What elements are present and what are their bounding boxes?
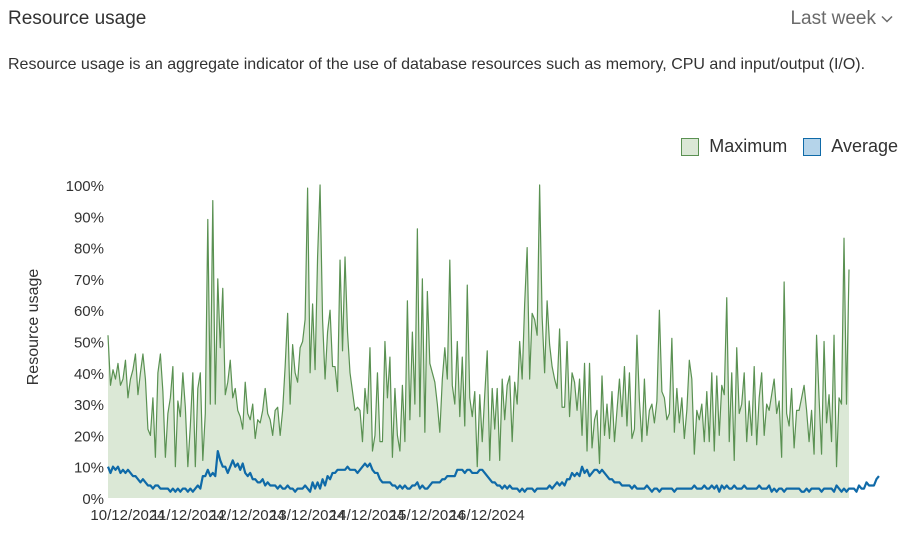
legend-label-average: Average [831,136,898,156]
y-tick-label: 0% [82,491,104,508]
legend-item-maximum[interactable]: Maximum [681,136,787,157]
time-range-dropdown[interactable]: Last week [790,8,894,30]
y-tick-label: 50% [74,335,104,352]
x-tick-label: 10/12/2024 [90,507,165,524]
y-tick-label: 70% [74,272,104,289]
y-axis-label: Resource usage [25,269,42,386]
y-tick-label: 80% [74,241,104,258]
chevron-down-icon [881,15,893,23]
resource-usage-chart: Resource usage 0% 10% 20% 30% 40% 50% 60% 70% 80… [25,178,880,524]
average-swatch [803,137,822,156]
y-tick-label: 100% [66,178,104,195]
maximum-swatch [681,137,700,156]
panel-title: Resource usage [8,8,147,29]
time-range-label: Last week [790,8,876,29]
x-tick-label: 16/12/2024 [450,507,525,524]
legend-label-maximum: Maximum [709,136,788,156]
x-axis-ticks: 10/12/202411/12/202412/12/202413/12/2024… [90,507,524,524]
y-tick-label: 10% [74,460,104,477]
x-tick-label: 12/12/2024 [210,507,285,524]
plot-area [106,184,880,498]
y-axis-title: Resource usage [25,269,42,386]
y-tick-label: 60% [74,303,104,320]
x-tick-label: 15/12/2024 [390,507,465,524]
legend-item-average[interactable]: Average [803,136,898,157]
y-tick-label: 30% [74,397,104,414]
x-tick-label: 13/12/2024 [270,507,345,524]
panel-description: Resource usage is an aggregate indicator… [8,56,866,73]
y-tick-label: 20% [74,428,104,445]
y-tick-label: 40% [74,366,104,383]
y-tick-label: 90% [74,209,104,226]
panel-header: Resource usage Last week [8,8,894,38]
chart-legend: Maximum Average [681,136,898,157]
maximum-area [108,185,849,498]
x-tick-label: 11/12/2024 [151,507,225,524]
x-tick-label: 14/12/2024 [330,507,405,524]
y-axis-ticks: 0% 10% 20% 30% 40% 50% 60% 70% 80% 90% 100% [66,178,104,508]
maximum-series-line [107,184,850,468]
average-series-line [106,449,880,493]
